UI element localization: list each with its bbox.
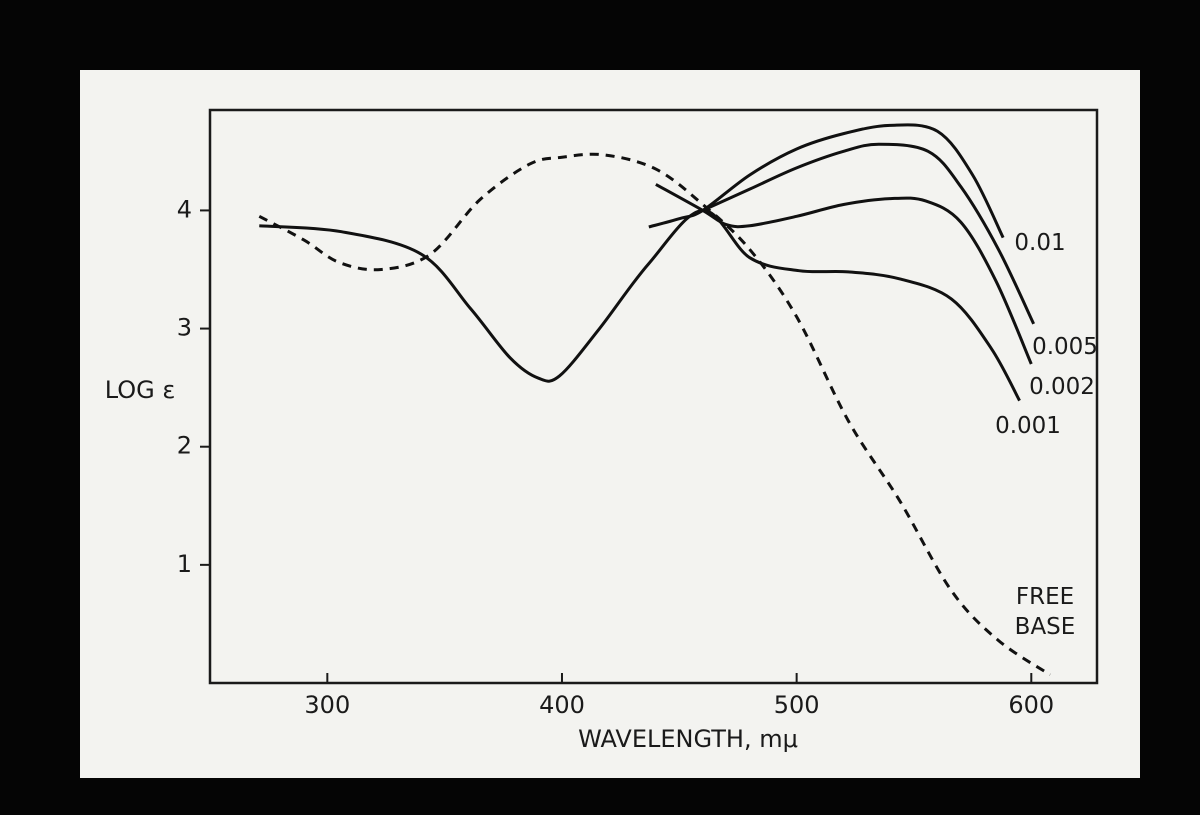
series-label: 0.01 [1014,230,1066,256]
y-tick-label: 1 [177,550,192,578]
plot-frame [208,108,1099,685]
y-axis-label: LOG ε [105,376,176,404]
series-label: 0.002 [1029,374,1095,400]
x-tick-label: 600 [1008,691,1054,719]
x-tick-label: 300 [304,691,350,719]
series-label: 0.005 [1032,334,1098,360]
y-tick-label: 2 [177,432,192,460]
x-tick-label: 500 [774,691,820,719]
series-label: 0.001 [995,413,1061,439]
series-label: FREE BASE [1014,584,1076,640]
data-line [258,152,1051,676]
data-line [702,142,1035,325]
slide-card [80,70,1140,778]
x-tick-label: 400 [539,691,585,719]
x-axis-label: WAVELENGTH, mμ [578,725,798,753]
data-line [259,208,1021,402]
y-tick-label: 4 [177,195,192,223]
y-tick-label: 3 [177,314,192,342]
